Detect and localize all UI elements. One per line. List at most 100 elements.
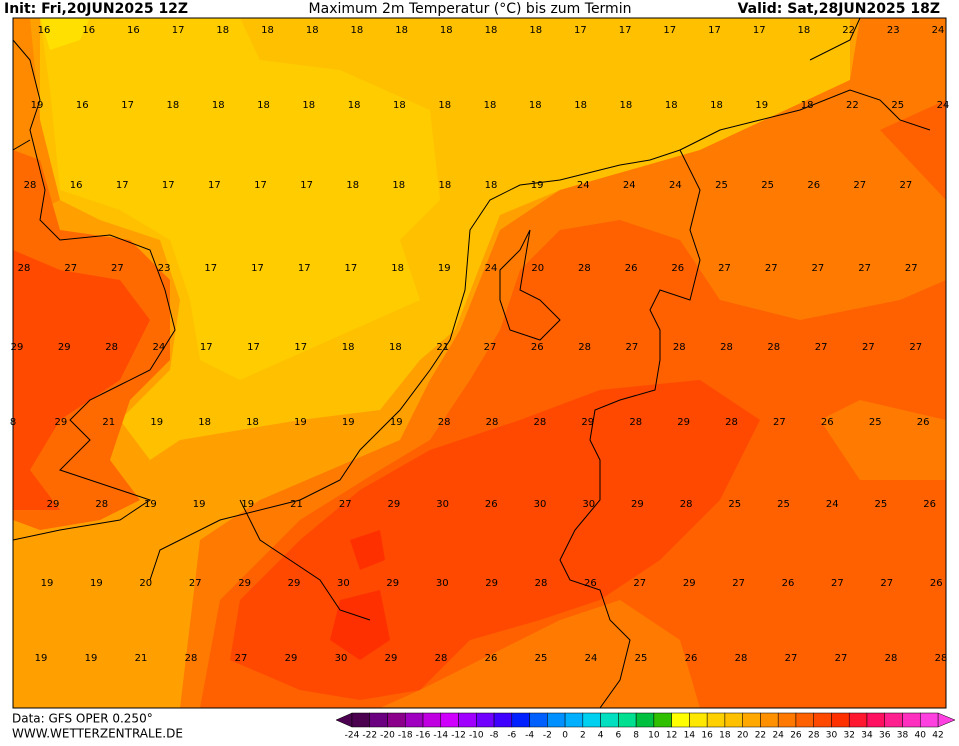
temperature-value: 27 [835,653,848,664]
temperature-value: 25 [777,499,790,510]
temperature-value: 26 [807,180,820,191]
temperature-value: 18 [346,180,359,191]
temperature-value: 30 [582,499,595,510]
temperature-value: 16 [127,25,140,36]
temperature-value: 17 [663,25,676,36]
colorbar-box [902,712,921,728]
temperature-value: 19 [90,578,103,589]
colorbar-tick-label: 4 [598,731,604,741]
temperature-value: 28 [105,342,118,353]
temperature-value: 18 [348,100,361,111]
temperature-value: 19 [294,417,307,428]
temperature-value: 23 [887,25,900,36]
colorbar-tick-label: 32 [843,731,854,741]
temperature-field [13,18,946,708]
temperature-value: 17 [204,263,217,274]
temperature-value: 19 [531,180,544,191]
colorbar-box [724,712,743,728]
temperature-value: 17 [345,263,358,274]
temperature-value: 18 [710,100,723,111]
temperature-value: 23 [158,263,171,274]
temperature-value: 29 [285,653,298,664]
colorbar-tick-label: 0 [562,731,568,741]
colorbar-box [635,712,655,728]
temperature-value: 18 [440,25,453,36]
temperature-value: 25 [535,653,548,664]
temperature-value: 24 [153,342,166,353]
temperature-value: 28 [720,342,733,353]
temperature-value: 27 [718,263,731,274]
colorbar-tick-label: -8 [490,731,499,741]
colorbar-box [795,712,814,728]
temperature-value: 18 [529,100,542,111]
temperature-value: 19 [342,417,355,428]
coast-denmark [809,17,861,61]
temperature-value: 29 [388,499,401,510]
temperature-value: 27 [773,417,786,428]
colorbar-box [848,712,868,728]
temperature-value: 17 [708,25,721,36]
temperature-value: 17 [116,180,129,191]
colorbar-box [405,712,424,728]
site-name: WWW.WETTERZENTRALE.DE [12,727,183,741]
temperature-value: 17 [208,180,221,191]
temperature-value: 29 [11,342,24,353]
colorbar-box [369,712,388,728]
temperature-value: 27 [815,342,828,353]
colorbar-tick-label: 30 [826,731,838,741]
temperature-value: 27 [853,180,866,191]
temperature-value: 28 [486,417,499,428]
colorbar-box [671,712,690,728]
temperature-value: 17 [298,263,311,274]
colorbar-tick-label: 20 [737,731,749,741]
temperature-value: 18 [395,25,408,36]
temperature-value: 29 [288,578,301,589]
temperature-value: 25 [635,653,648,664]
temperature-value: 20 [139,578,152,589]
colorbar-box [689,712,708,728]
temperature-value: 18 [439,180,452,191]
temperature-value: 26 [685,653,698,664]
colorbar-tick-label: 38 [897,731,909,741]
temperature-value: 28 [95,499,108,510]
temperature-value: 25 [761,180,774,191]
colorbar-box [618,712,637,728]
temperature-value: 29 [58,342,71,353]
map-title: Maximum 2m Temperatur (°C) bis zum Termi… [309,1,632,17]
temperature-value: 18 [351,25,364,36]
temperature-value: 26 [923,499,936,510]
colorbar-tick-label: -2 [543,731,552,741]
temperature-value: 19 [35,653,48,664]
temperature-value: 27 [812,263,825,274]
temperature-value: 24 [669,180,682,191]
colorbar-box [458,712,477,728]
temperature-value: 18 [246,417,259,428]
temperature-value: 16 [38,25,51,36]
colorbar-tick-label: 2 [580,731,586,741]
field-uk-hot [13,250,150,510]
temperature-value: 19 [41,578,54,589]
temperature-value: 19 [193,499,206,510]
coast-uk [12,39,176,541]
colorbar-tick-label: -22 [362,731,377,741]
temperature-value: 18 [261,25,274,36]
temperature-value: 21 [102,417,115,428]
temperature-value: 29 [485,578,498,589]
temperature-value: 17 [162,180,175,191]
temperature-value: 18 [342,342,355,353]
temperature-value: 27 [831,578,844,589]
temperature-value: 17 [200,342,213,353]
temperature-value: 27 [765,263,778,274]
colorbar-tick-label: -18 [398,731,413,741]
temperature-value: 28 [935,653,948,664]
temperature-value: 28 [578,342,591,353]
colorbar-box [831,712,850,728]
temperature-value: 19 [144,499,157,510]
coast-germany-north [679,89,931,151]
temperature-value: 30 [534,499,547,510]
colorbar-tick-label: 28 [808,731,820,741]
temperature-value: 24 [826,499,839,510]
temperature-value: 27 [626,342,639,353]
temperature-value: 17 [574,25,587,36]
colorbar-tick-label: 16 [701,731,713,741]
